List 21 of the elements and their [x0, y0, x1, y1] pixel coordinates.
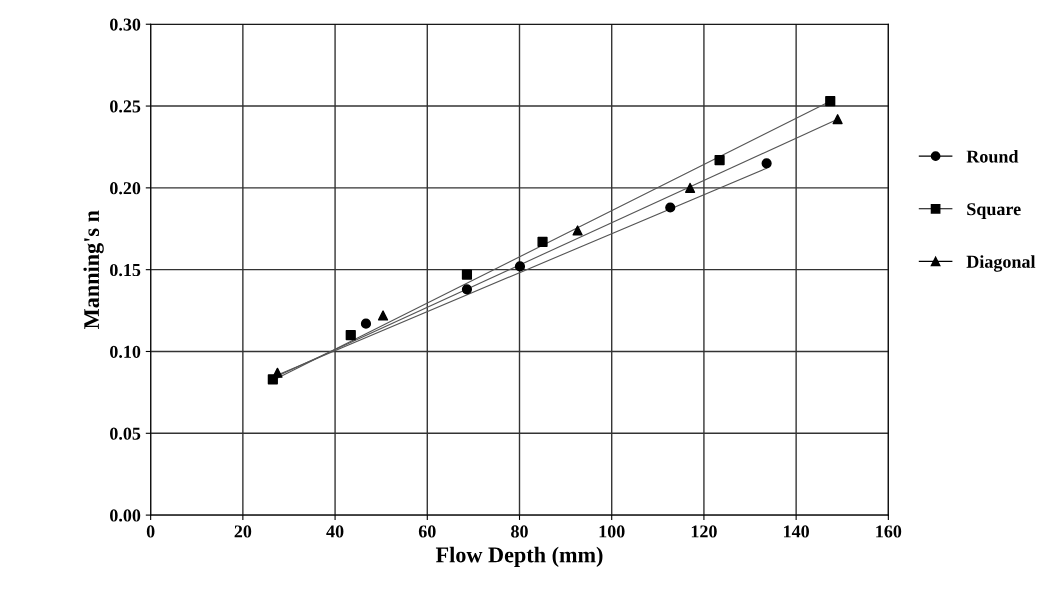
y-tick-label: 0.30 — [110, 18, 141, 31]
legend-label: Round — [966, 149, 1019, 163]
y-axis-title: Manning's n — [83, 210, 104, 329]
x-tick-label: 40 — [326, 525, 344, 538]
x-tick-label: 0 — [146, 525, 155, 538]
x-tick-label: 100 — [599, 525, 625, 538]
y-tick-label: 0.20 — [110, 182, 141, 195]
legend-label: Diagonal — [966, 255, 1036, 272]
y-tick-label: 0.05 — [110, 427, 141, 440]
x-tick-label: 120 — [691, 525, 717, 538]
legend-label: Square — [967, 203, 1021, 219]
y-tick-label: 0.10 — [110, 345, 141, 358]
x-tick-label: 140 — [784, 525, 809, 538]
x-axis-title: Flow Depth (mm) — [435, 546, 603, 567]
x-tick-label: 80 — [511, 525, 528, 538]
x-tick-label: 160 — [876, 525, 902, 538]
y-tick-label: 0.00 — [110, 509, 141, 522]
x-tick-label: 20 — [234, 525, 252, 538]
y-tick-label: 0.25 — [110, 100, 141, 113]
x-tick-label: 60 — [418, 525, 436, 538]
y-tick-label: 0.15 — [110, 263, 141, 277]
